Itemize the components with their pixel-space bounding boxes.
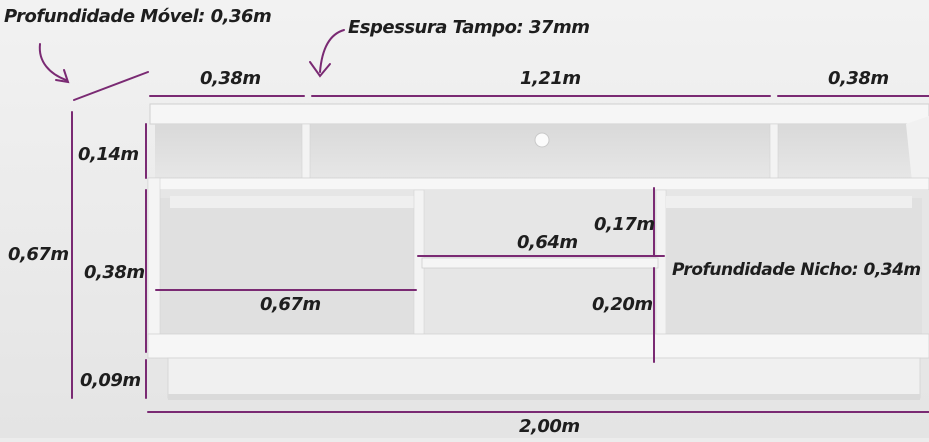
middle-height-label: 0,38m	[84, 262, 145, 283]
lower-niche-height-label: 0,20m	[592, 294, 653, 315]
left-width-label: 0,38m	[200, 68, 261, 89]
left-compartment	[160, 198, 414, 336]
thickness-arrow-head	[309, 61, 331, 78]
left-compartment-lip	[170, 196, 414, 208]
upper-niche-height-label: 0,17m	[594, 214, 655, 235]
left-side-panel	[147, 177, 161, 359]
base-plinth	[167, 357, 921, 399]
left-compartment-width-label: 0,67m	[260, 294, 321, 315]
bottom-board	[147, 333, 929, 359]
dimension-lines	[38, 29, 929, 413]
right-top-edge	[906, 116, 929, 182]
right-compartment-lip	[666, 196, 912, 208]
base-shadow	[168, 394, 920, 400]
center-shelf	[421, 257, 659, 269]
depth-arrow-head	[55, 69, 70, 84]
center-width-label: 1,21m	[520, 68, 581, 89]
top-thickness-label: Espessura Tampo: 37mm	[348, 17, 590, 38]
right-width-label: 0,38m	[828, 68, 889, 89]
top-board	[149, 103, 929, 125]
cable-hole	[534, 132, 550, 148]
total-height-label: 0,67m	[8, 244, 69, 265]
top-niche-height-label: 0,14m	[78, 144, 139, 165]
upper-right-divider	[769, 123, 779, 183]
shelf-width-label: 0,64m	[517, 232, 578, 253]
middle-board	[147, 177, 929, 191]
depth-arrow	[38, 43, 67, 81]
right-compartment	[666, 198, 922, 336]
niche-depth-label: Profundidade Nicho: 0,34m	[672, 260, 921, 280]
upper-niche-back	[155, 124, 929, 180]
tv-stand	[147, 103, 929, 400]
base-height-label: 0,09m	[80, 370, 141, 391]
total-width-label: 2,00m	[519, 416, 580, 437]
depth-line	[73, 71, 149, 101]
upper-left-divider	[301, 123, 311, 183]
furniture-depth-label: Profundidade Móvel: 0,36m	[4, 6, 272, 27]
thickness-arrow	[319, 29, 345, 73]
